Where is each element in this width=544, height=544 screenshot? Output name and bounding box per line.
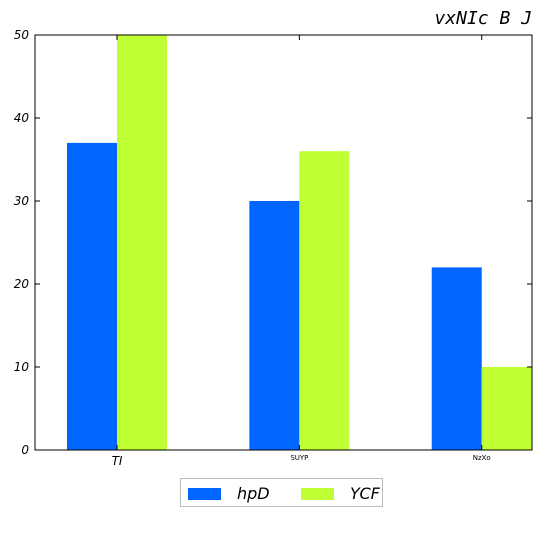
legend-swatch-series-1 — [188, 487, 221, 500]
legend: hpD YCF — [180, 478, 383, 507]
legend-swatch-series-2 — [301, 487, 334, 500]
bar-1-suyp — [249, 201, 300, 450]
y-tick-label-30: 30 — [14, 194, 30, 208]
bar-2-suyp — [299, 151, 350, 450]
y-tick-label-10: 10 — [14, 360, 30, 374]
y-tick-label-20: 20 — [14, 277, 30, 291]
legend-label-series-1: hpD — [237, 484, 270, 503]
x-tick-label-suyp: SUYP — [290, 454, 308, 462]
y-tick-label-50: 50 — [14, 28, 30, 42]
plot-frame — [34, 34, 533, 451]
legend-item-series-2: YCF — [301, 479, 380, 508]
x-tick-label-nzxo: NzXo — [473, 454, 491, 462]
bar-1-ti — [67, 142, 117, 450]
y-tick-label-40: 40 — [14, 111, 30, 125]
x-tick-label-ti: TI — [112, 454, 123, 468]
bar-2-nzxo — [481, 367, 532, 450]
y-tick-label-0: 0 — [21, 443, 29, 457]
bar-2-ti — [117, 35, 167, 450]
bar-1-nzxo — [431, 267, 482, 450]
legend-item-series-1: hpD — [188, 479, 270, 508]
chart-title: vxNIc B J — [434, 8, 532, 29]
legend-label-series-2: YCF — [350, 484, 380, 503]
